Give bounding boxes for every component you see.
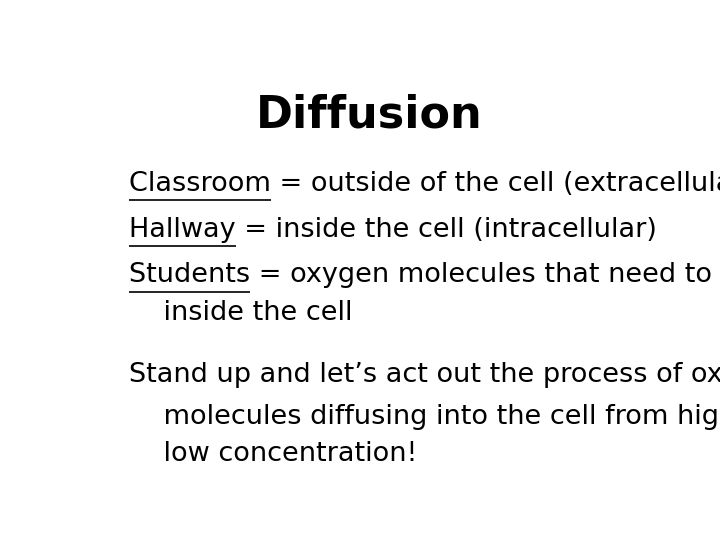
Text: low concentration!: low concentration! bbox=[129, 441, 418, 467]
Text: Diffusion: Diffusion bbox=[256, 94, 482, 137]
Text: molecules diffusing into the cell from high to: molecules diffusing into the cell from h… bbox=[129, 404, 720, 430]
Text: inside the cell: inside the cell bbox=[129, 300, 353, 326]
Text: Classroom = outside of the cell (extracellular): Classroom = outside of the cell (extrace… bbox=[129, 171, 720, 197]
Text: Students = oxygen molecules that need to get: Students = oxygen molecules that need to… bbox=[129, 262, 720, 288]
Text: Hallway = inside the cell (intracellular): Hallway = inside the cell (intracellular… bbox=[129, 217, 657, 242]
Text: Stand up and let’s act out the process of oxygen: Stand up and let’s act out the process o… bbox=[129, 362, 720, 388]
